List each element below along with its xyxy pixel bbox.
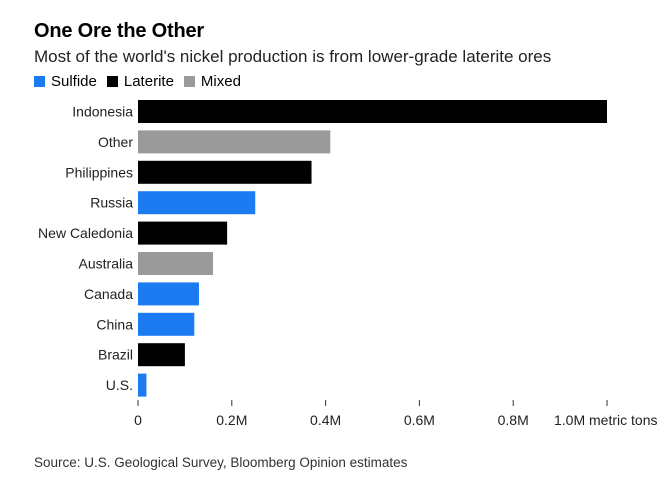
source-note: Source: U.S. Geological Survey, Bloomber… [34,455,408,470]
legend-label-mixed: Mixed [200,72,241,90]
category-label-new-caledonia: New Caledonia [38,225,133,241]
legend-swatch-laterite [106,75,118,87]
bar-philippines [138,160,312,184]
bar-u-s [138,373,147,397]
x-tick-label-0: 0 [134,412,142,428]
category-label-brazil: Brazil [98,347,133,363]
category-label-china: China [96,316,133,332]
legend-swatch-sulfide [34,75,45,87]
bar-china [138,312,195,336]
legend-item-laterite: Laterite [106,72,174,90]
chart-subtitle: Most of the world's nickel production is… [34,47,552,66]
x-tick-label-3: 0.6M [404,412,435,428]
bar-australia [138,252,214,275]
bar-chart: Indonesia Other Philippines Russia New Caled… [38,100,657,428]
category-label-u-s: U.S. [106,377,133,393]
legend-label-laterite: Laterite [123,72,174,90]
legend-item-sulfide: Sulfide [34,73,97,90]
category-label-indonesia: Indonesia [72,104,133,120]
category-label-canada: Canada [84,286,133,302]
x-tick-label-5: 1.0M metric tons [554,412,657,428]
x-tick-label-4: 0.8M [498,412,529,428]
category-label-other: Other [98,134,133,150]
x-tick-label-1: 0.2M [216,412,247,428]
bar-other [138,130,331,154]
category-label-philippines: Philippines [65,164,133,180]
chart-title: One Ore the Other [34,20,204,42]
category-label-russia: Russia [90,195,133,211]
legend: Sulfide Laterite Mixed [34,72,251,90]
category-label-australia: Australia [79,256,134,272]
bar-canada [138,282,199,306]
bar-new-caledonia [138,221,228,245]
bar-indonesia [138,100,607,123]
x-tick-label-2: 0.4M [310,412,341,428]
legend-label-sulfide: Sulfide [51,72,97,90]
bar-brazil [138,343,185,367]
bar-russia [138,191,256,215]
legend-swatch-mixed [183,75,195,87]
legend-item-mixed: Mixed [183,72,241,90]
